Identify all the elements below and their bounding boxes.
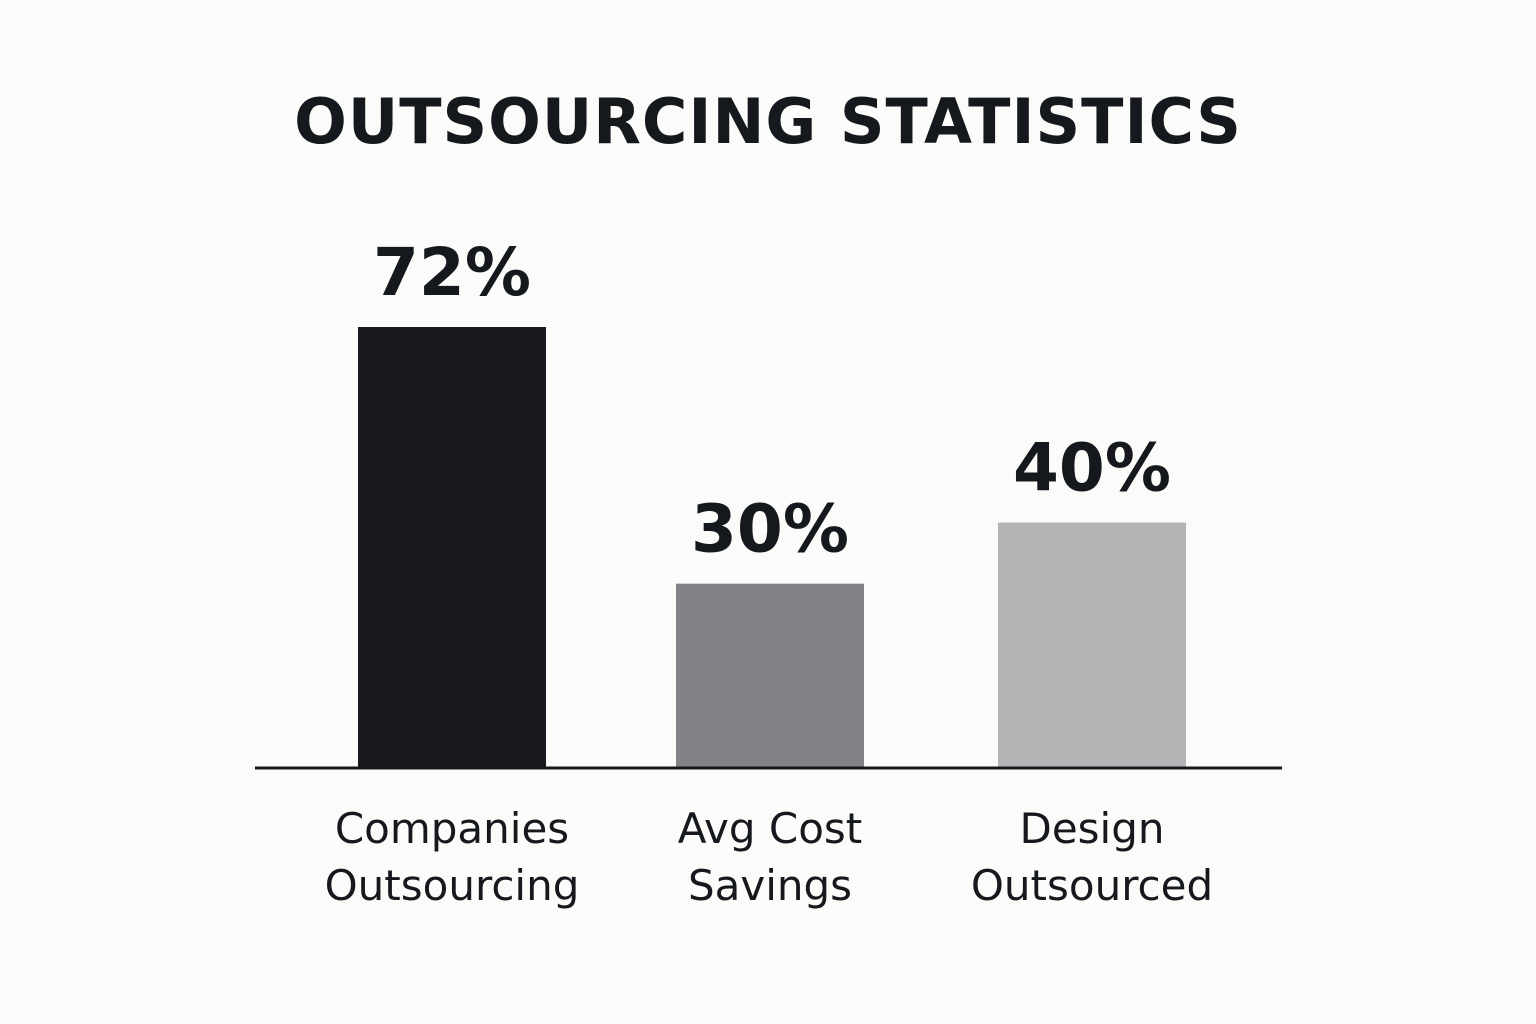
category-label-3-line-2: Outsourced (971, 861, 1213, 910)
bar-3 (998, 522, 1186, 767)
value-label-2: 30% (691, 491, 849, 568)
category-label-3-line-1: Design (1019, 804, 1164, 853)
category-label-1-line-2: Outsourcing (325, 861, 580, 910)
category-label-1-line-1: Companies (335, 804, 569, 853)
category-label-2-line-2: Savings (688, 861, 852, 910)
category-label-2-line-1: Avg Cost (678, 804, 863, 853)
chart-title: OUTSOURCING STATISTICS (294, 85, 1242, 158)
value-label-3: 40% (1013, 430, 1171, 507)
value-label-1: 72% (373, 234, 531, 311)
bar-2 (676, 583, 864, 767)
bar-1 (358, 327, 546, 767)
